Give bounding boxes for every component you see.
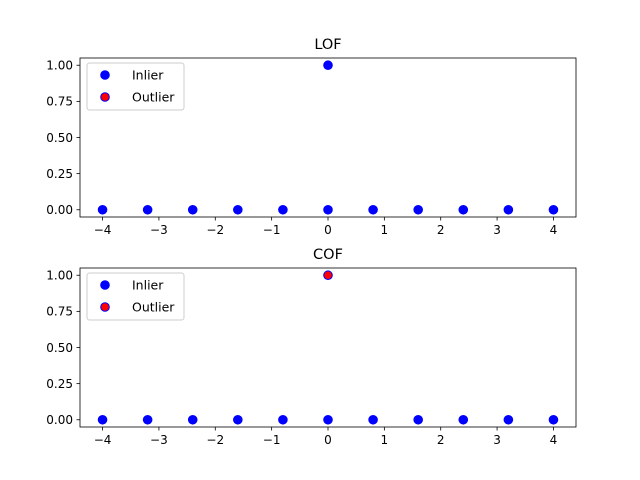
cof-xtick-label: 2 xyxy=(437,433,445,447)
cof-xtick-label: −3 xyxy=(150,433,168,447)
lof-xtick-label: 4 xyxy=(550,223,558,237)
lof-xtick-label: 0 xyxy=(324,223,332,237)
lof-point-inlier xyxy=(323,60,333,71)
lof-point-inlier xyxy=(413,204,423,215)
cof-point-inlier xyxy=(413,414,423,425)
lof-point-inlier xyxy=(142,204,153,215)
cof-point-inlier xyxy=(187,414,198,425)
lof-point-inlier xyxy=(368,204,378,215)
lof-legend-box xyxy=(86,62,185,111)
lof-ytick-label: 0.25 xyxy=(46,167,73,181)
lof-legend-label-outlier: Outlier xyxy=(132,90,175,105)
lof-point-inlier xyxy=(458,204,469,215)
lof-title: LOF xyxy=(314,37,341,53)
lof-legend-marker-inlier xyxy=(100,70,110,80)
lof-point-inlier xyxy=(233,204,243,215)
cof-ytick-label: 0.75 xyxy=(46,305,73,319)
lof-point-inlier xyxy=(97,204,108,215)
cof-ytick-label: 0.50 xyxy=(46,341,73,355)
cof-xtick-label: −1 xyxy=(263,433,281,447)
cof-point-inlier xyxy=(503,414,514,425)
lof-xtick-label: −4 xyxy=(94,223,112,237)
cof-legend-box xyxy=(86,272,185,321)
lof-point-inlier xyxy=(503,204,514,215)
cof-point-outlier xyxy=(323,270,333,281)
cof-point-inlier xyxy=(97,414,108,425)
cof-legend: Inlier Outlier xyxy=(86,272,185,321)
cof-point-inlier xyxy=(548,414,559,425)
cof-point-inlier xyxy=(278,414,288,425)
lof-legend-marker-outlier xyxy=(100,92,110,102)
cof-point-inlier xyxy=(142,414,153,425)
lof-xtick-label: 1 xyxy=(381,223,389,237)
cof-point-inlier xyxy=(323,414,333,425)
cof-xtick-label: 4 xyxy=(550,433,558,447)
lof-point-inlier xyxy=(278,204,288,215)
cof-xtick-label: 1 xyxy=(381,433,389,447)
cof-ytick-label: 0.00 xyxy=(46,413,73,427)
lof-point-inlier xyxy=(187,204,198,215)
cof-legend-marker-inlier xyxy=(100,280,110,290)
lof-legend: Inlier Outlier xyxy=(86,62,185,111)
cof-legend-marker-outlier xyxy=(100,302,110,312)
cof-ytick-label: 1.00 xyxy=(46,269,73,283)
lof-legend-label-inlier: Inlier xyxy=(132,68,164,83)
cof-xtick-label: 3 xyxy=(493,433,501,447)
cof-point-inlier xyxy=(368,414,378,425)
lof-ytick-label: 0.75 xyxy=(46,95,73,109)
lof-xtick-label: 3 xyxy=(493,223,501,237)
lof-ytick-label: 0.00 xyxy=(46,203,73,217)
lof-panel: LOF −4 −3 −2 −1 0 1 2 3 4 0.00 0.25 0.50 0.75 1.00 Inl… xyxy=(46,37,577,237)
lof-ytick-label: 0.50 xyxy=(46,131,73,145)
lof-xtick-label: −3 xyxy=(150,223,168,237)
lof-point-inlier xyxy=(548,204,559,215)
cof-legend-label-inlier: Inlier xyxy=(132,278,164,293)
lof-point-inlier xyxy=(323,204,333,215)
cof-ytick-label: 0.25 xyxy=(46,377,73,391)
cof-title: COF xyxy=(313,247,343,263)
lof-xtick-label: −2 xyxy=(206,223,224,237)
cof-panel: COF −4 −3 −2 −1 0 1 2 3 4 0.00 0.25 0.50 0.75 1.00 Inl… xyxy=(46,247,577,447)
cof-xtick-label: −2 xyxy=(206,433,224,447)
cof-xtick-label: 0 xyxy=(324,433,332,447)
cof-xtick-label: −4 xyxy=(94,433,112,447)
cof-point-inlier xyxy=(458,414,469,425)
cof-legend-label-outlier: Outlier xyxy=(132,300,175,315)
cof-point-inlier xyxy=(233,414,243,425)
lof-xtick-label: 2 xyxy=(437,223,445,237)
lof-xtick-label: −1 xyxy=(263,223,281,237)
lof-ytick-label: 1.00 xyxy=(46,59,73,73)
